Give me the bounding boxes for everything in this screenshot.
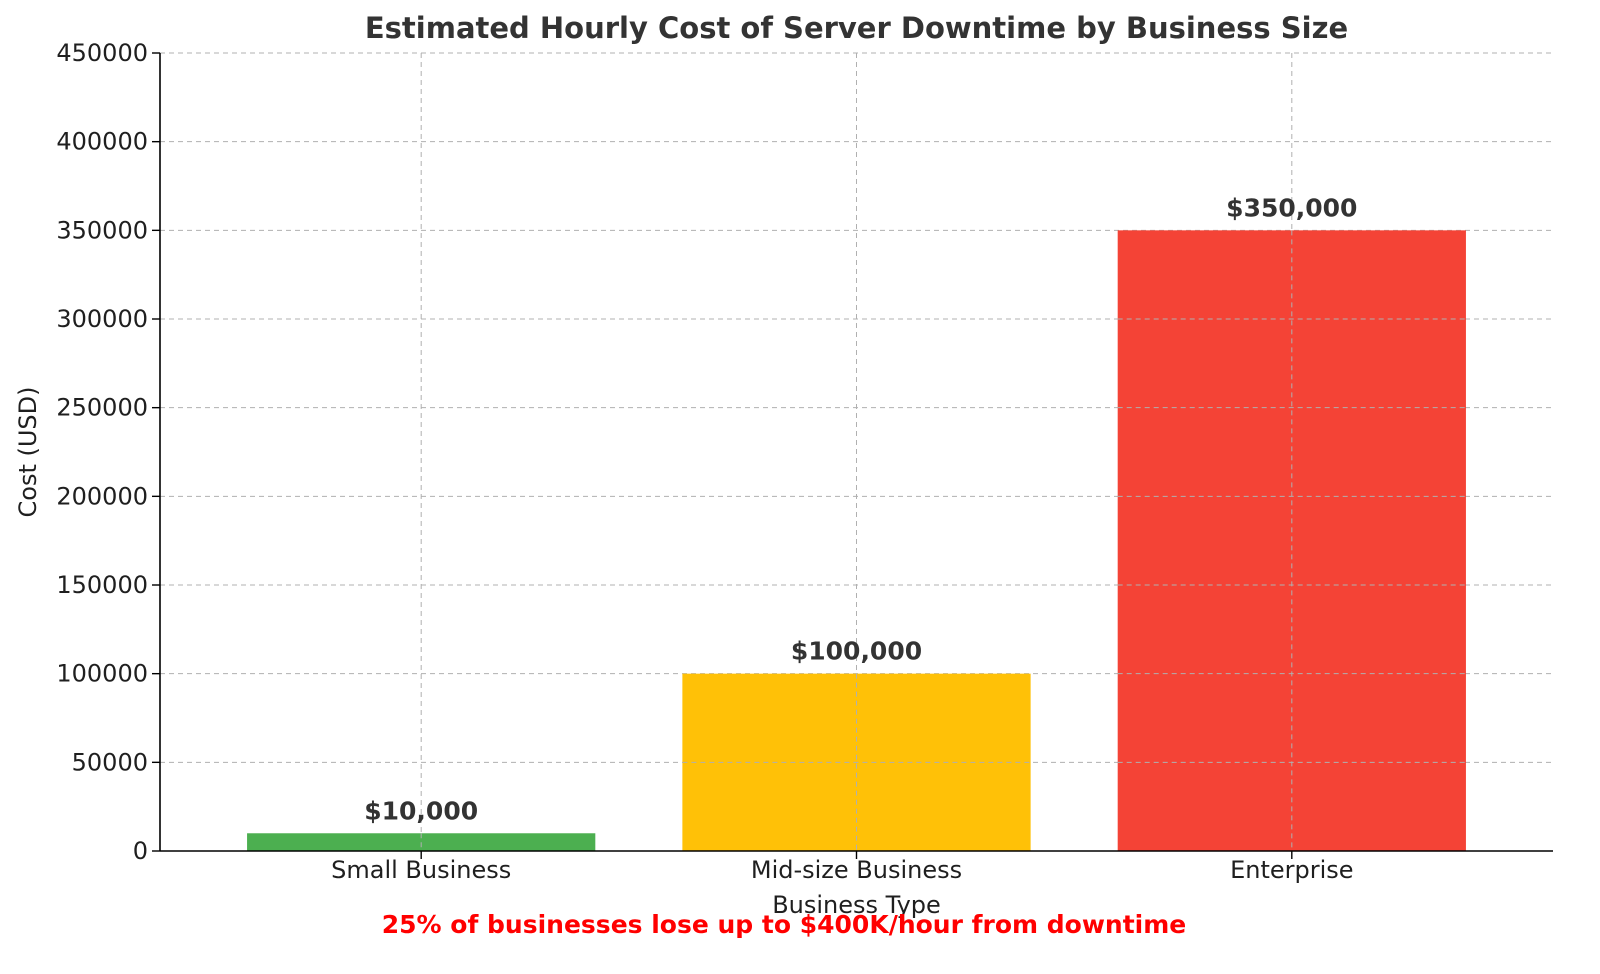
x-tick-label: Mid-size Business	[751, 856, 962, 884]
y-tick-label: 0	[133, 837, 148, 865]
bar-value-label: $350,000	[1226, 193, 1357, 222]
y-tick-label: 50000	[72, 748, 148, 776]
x-axis-title: Business Type	[772, 891, 941, 919]
chart-title: Estimated Hourly Cost of Server Downtime…	[365, 11, 1348, 45]
bar	[247, 833, 596, 851]
y-tick-label: 150000	[56, 571, 148, 599]
bar-value-label: $100,000	[791, 637, 922, 666]
y-axis-title: Cost (USD)	[14, 387, 42, 518]
bars	[247, 230, 1466, 852]
y-tick-label: 300000	[56, 305, 148, 333]
x-tick-label: Small Business	[331, 856, 511, 884]
x-ticks: Small Business Mid-size Business Enterpris…	[331, 851, 1354, 884]
x-tick-label: Enterprise	[1230, 856, 1353, 884]
y-tick-label: 200000	[56, 482, 148, 510]
y-tick-label: 100000	[56, 660, 148, 688]
footnote: 25% of businesses lose up to $400K/hour …	[382, 910, 1187, 939]
data-labels: $10,000 $100,000 $350,000	[364, 193, 1357, 825]
y-tick-label: 450000	[56, 39, 148, 67]
y-tick-label: 250000	[56, 394, 148, 422]
y-tick-label: 400000	[56, 128, 148, 156]
y-tick-label: 350000	[56, 216, 148, 244]
bar-value-label: $10,000	[364, 796, 478, 825]
y-ticks: 0 50000 100000 150000 200000 250000 300000 3500…	[56, 39, 160, 865]
